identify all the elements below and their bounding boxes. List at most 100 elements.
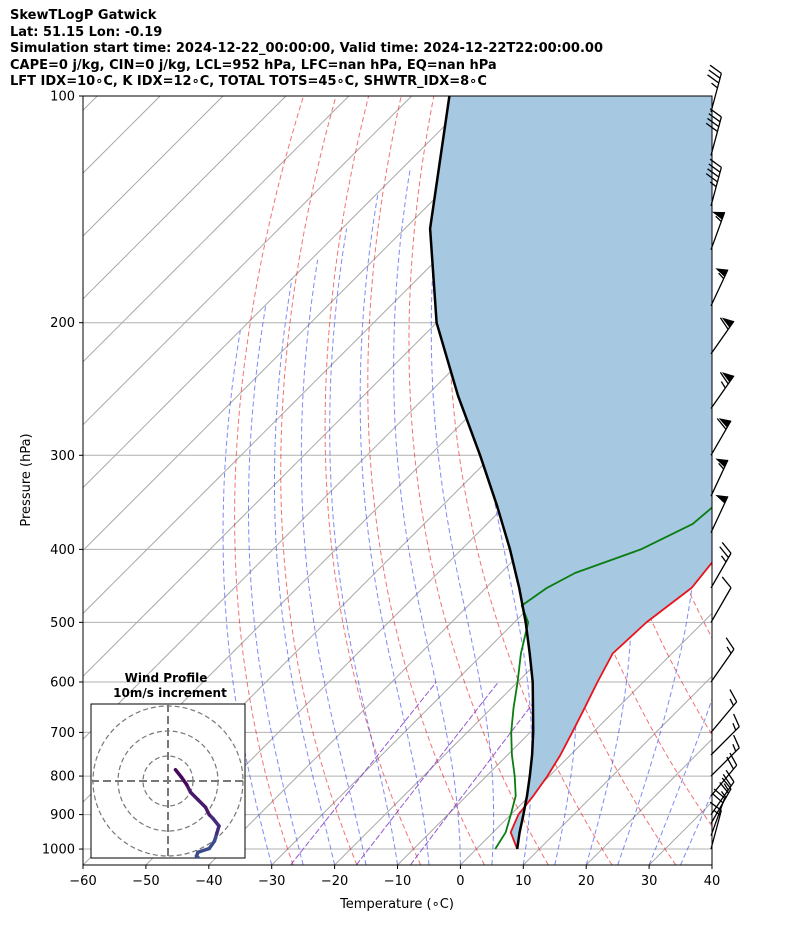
y-tick-label: 500: [50, 616, 75, 631]
barb-half: [718, 272, 725, 280]
barb-pennant: [718, 418, 731, 428]
barb-half: [723, 783, 729, 791]
wind-barb: [710, 713, 740, 756]
barb-staff: [710, 726, 740, 756]
hodograph-inset: Wind Profile 10m/s increment: [90, 671, 246, 890]
barb-staff: [710, 810, 722, 850]
barb-full: [707, 74, 720, 84]
barb-half: [709, 181, 717, 188]
x-tick-label: −10: [384, 874, 411, 889]
barb-full: [725, 637, 735, 650]
barb-staff: [710, 648, 735, 683]
wind-barb: [710, 637, 735, 683]
mixing-ratio-line: [409, 681, 550, 865]
hodograph-segment: [187, 873, 189, 890]
barb-full: [719, 546, 730, 558]
moist-adiabat: [617, 96, 699, 865]
hodograph-title: Wind Profile: [125, 671, 208, 685]
wind-barb: [710, 494, 729, 533]
barb-staff: [710, 211, 726, 250]
x-tick-label: 10: [515, 874, 532, 889]
barb-half: [732, 722, 737, 731]
wind-barb: [710, 458, 729, 497]
profile-lines: [428, 96, 712, 850]
barb-staff: [710, 781, 735, 815]
moist-adiabat: [329, 228, 398, 865]
dry-adiabat: [367, 96, 485, 865]
y-tick-label: 900: [50, 808, 75, 823]
isotherm-gridline: [83, 96, 413, 426]
isotherm-gridline: [83, 109, 712, 740]
isotherm-gridline: [83, 96, 665, 678]
chart-location: Lat: 51.15 Lon: -0.19: [10, 24, 163, 40]
chart-simulation-time: Simulation start time: 2024-12-22_00:00:…: [10, 41, 603, 56]
barb-full: [713, 788, 726, 799]
wind-barb: [705, 108, 722, 156]
moist-adiabat: [744, 96, 794, 865]
barb-half: [718, 462, 725, 470]
barb-full: [722, 774, 732, 787]
barb-full: [733, 734, 740, 749]
y-axis-label: Pressure (hPa): [19, 433, 34, 526]
barb-staff: [710, 764, 738, 797]
barb-half: [715, 215, 722, 222]
y-tick-label: 700: [50, 726, 75, 741]
isotherm-gridline: [775, 79, 794, 865]
hodograph-content: [91, 704, 245, 890]
isotherm-gridline: [460, 612, 712, 865]
wind-barb: [710, 418, 732, 456]
isotherm-gridline: [522, 675, 712, 865]
barb-staff: [710, 420, 732, 456]
barb-full: [721, 576, 732, 589]
barb-full: [716, 418, 727, 430]
x-tick-label: −30: [258, 874, 285, 889]
barb-pennant: [715, 458, 728, 468]
barb-full: [725, 769, 735, 783]
mixing-ratio-line: [290, 681, 437, 865]
barb-half: [726, 646, 732, 654]
hodograph-segment: [173, 768, 184, 779]
dry-adiabat: [790, 79, 794, 865]
chart-title: SkewTLogP Gatwick: [10, 8, 157, 23]
barb-staff: [710, 73, 722, 113]
isotherm-gridline: [711, 864, 712, 865]
barb-pennant: [712, 211, 725, 220]
dry-adiabat: [758, 79, 794, 865]
moist-adiabat: [393, 168, 461, 865]
y-tick-label: 300: [50, 449, 75, 464]
y-tick-label: 800: [50, 770, 75, 785]
temperature-profile: [509, 561, 712, 850]
x-tick-label: −40: [195, 874, 222, 889]
barb-pennant: [715, 268, 728, 277]
moist-adiabat: [248, 305, 304, 865]
moist-adiabat: [359, 194, 430, 865]
y-tick-label: 400: [50, 543, 75, 558]
x-tick-label: −60: [69, 874, 96, 889]
wind-barb: [710, 372, 735, 409]
barb-staff: [710, 459, 729, 497]
barb-staff: [710, 269, 729, 307]
barb-pennant: [721, 372, 734, 383]
dry-adiabat: [523, 96, 712, 828]
moist-adiabat: [222, 330, 273, 865]
mixing-ratio-line: [355, 681, 499, 865]
x-tick-label: 40: [704, 874, 721, 889]
hodograph-subtitle: 10m/s increment: [113, 686, 227, 700]
y-tick-label: 100: [50, 90, 75, 105]
barb-full: [721, 542, 732, 554]
barb-full: [729, 689, 738, 703]
barb-staff: [710, 788, 732, 824]
barb-full: [733, 713, 740, 727]
wind-barb: [710, 689, 738, 733]
isotherm-gridline: [83, 96, 539, 552]
barb-full: [709, 64, 722, 74]
y-tick-label: 200: [50, 316, 75, 331]
chart-severe-indices: LFT IDX=10∘C, K IDX=12∘C, TOTAL TOTS=45∘…: [10, 74, 487, 89]
x-tick-label: −20: [321, 874, 348, 889]
barb-full: [708, 163, 721, 173]
barb-pennant: [715, 494, 728, 504]
barb-full: [719, 317, 729, 330]
barb-staff: [710, 116, 722, 156]
dry-adiabat: [726, 79, 794, 865]
isotherm-gridline: [83, 96, 602, 615]
